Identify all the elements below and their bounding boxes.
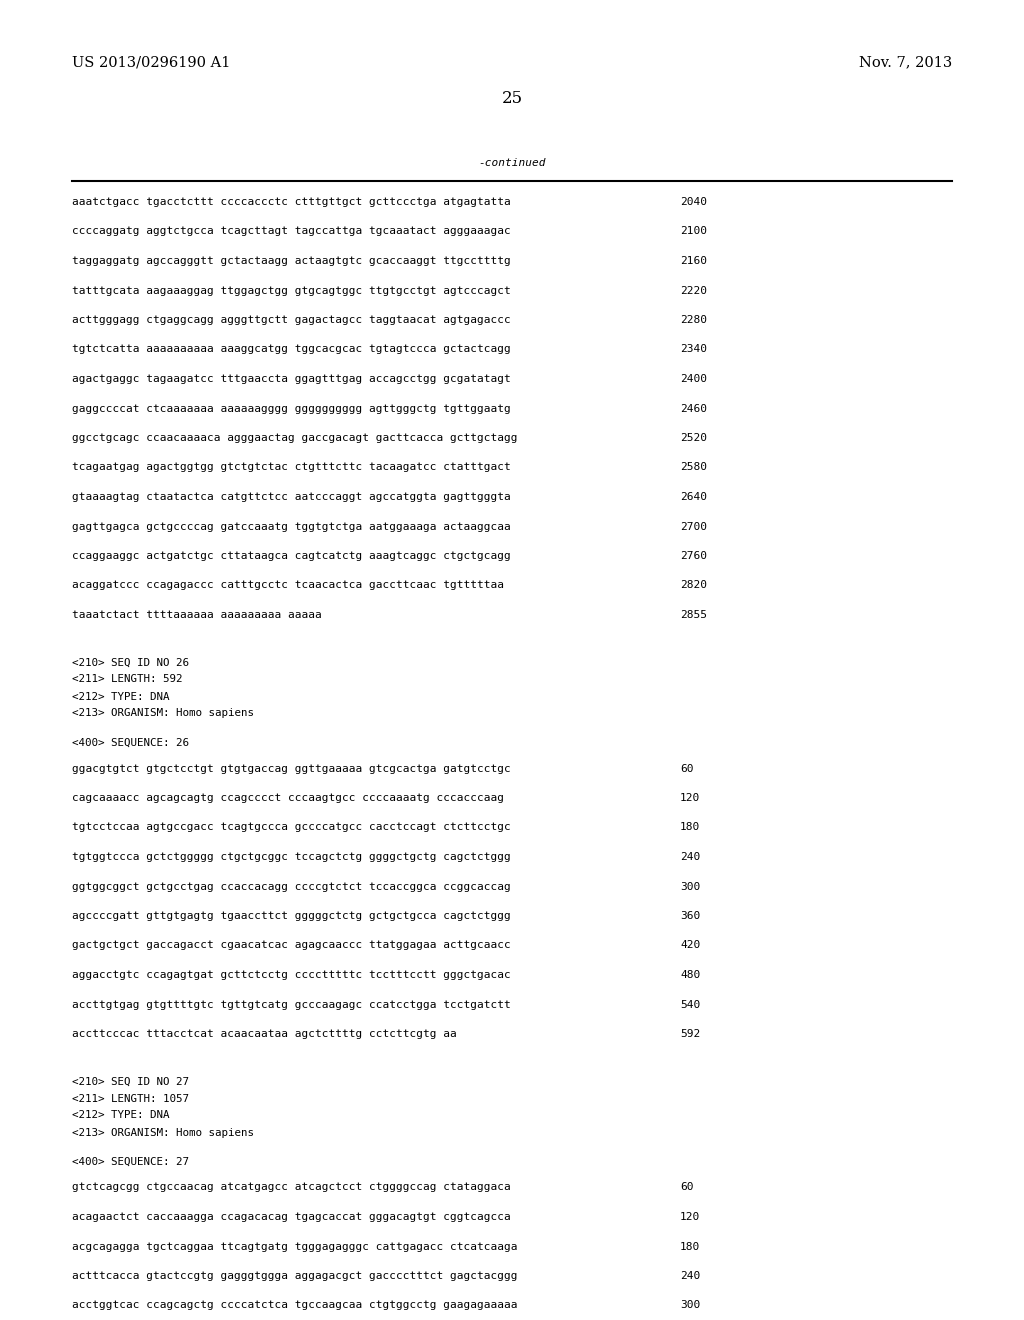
Text: taggaggatg agccagggtt gctactaagg actaagtgtc gcaccaaggt ttgccttttg: taggaggatg agccagggtt gctactaagg actaagt… xyxy=(72,256,511,267)
Text: ggtggcggct gctgcctgag ccaccacagg ccccgtctct tccaccggca ccggcaccag: ggtggcggct gctgcctgag ccaccacagg ccccgtc… xyxy=(72,882,511,891)
Text: gaggccccat ctcaaaaaaa aaaaaagggg gggggggggg agttgggctg tgttggaatg: gaggccccat ctcaaaaaaa aaaaaagggg ggggggg… xyxy=(72,404,511,413)
Text: 480: 480 xyxy=(680,970,700,979)
Text: acagaactct caccaaagga ccagacacag tgagcaccat gggacagtgt cggtcagcca: acagaactct caccaaagga ccagacacag tgagcac… xyxy=(72,1212,511,1222)
Text: <210> SEQ ID NO 26: <210> SEQ ID NO 26 xyxy=(72,657,189,668)
Text: 2460: 2460 xyxy=(680,404,707,413)
Text: 360: 360 xyxy=(680,911,700,921)
Text: 2220: 2220 xyxy=(680,285,707,296)
Text: taaatctact ttttaaaaaa aaaaaaaaa aaaaa: taaatctact ttttaaaaaa aaaaaaaaa aaaaa xyxy=(72,610,322,620)
Text: <211> LENGTH: 592: <211> LENGTH: 592 xyxy=(72,675,182,685)
Text: 420: 420 xyxy=(680,940,700,950)
Text: <212> TYPE: DNA: <212> TYPE: DNA xyxy=(72,692,170,701)
Text: <400> SEQUENCE: 27: <400> SEQUENCE: 27 xyxy=(72,1156,189,1167)
Text: ggcctgcagc ccaacaaaaca agggaactag gaccgacagt gacttcacca gcttgctagg: ggcctgcagc ccaacaaaaca agggaactag gaccga… xyxy=(72,433,517,444)
Text: 2640: 2640 xyxy=(680,492,707,502)
Text: 240: 240 xyxy=(680,1271,700,1280)
Text: 240: 240 xyxy=(680,851,700,862)
Text: agactgaggc tagaagatcc tttgaaccta ggagtttgag accagcctgg gcgatatagt: agactgaggc tagaagatcc tttgaaccta ggagttt… xyxy=(72,374,511,384)
Text: acttgggagg ctgaggcagg agggttgctt gagactagcc taggtaacat agtgagaccc: acttgggagg ctgaggcagg agggttgctt gagacta… xyxy=(72,315,511,325)
Text: agccccgatt gttgtgagtg tgaaccttct gggggctctg gctgctgcca cagctctggg: agccccgatt gttgtgagtg tgaaccttct gggggct… xyxy=(72,911,511,921)
Text: 60: 60 xyxy=(680,1183,693,1192)
Text: aaatctgacc tgacctcttt ccccaccctc ctttgttgct gcttccctga atgagtatta: aaatctgacc tgacctcttt ccccaccctc ctttgtt… xyxy=(72,197,511,207)
Text: 25: 25 xyxy=(502,90,522,107)
Text: 2820: 2820 xyxy=(680,581,707,590)
Text: 2100: 2100 xyxy=(680,227,707,236)
Text: gagttgagca gctgccccag gatccaaatg tggtgtctga aatggaaaga actaaggcaa: gagttgagca gctgccccag gatccaaatg tggtgtc… xyxy=(72,521,511,532)
Text: <213> ORGANISM: Homo sapiens: <213> ORGANISM: Homo sapiens xyxy=(72,709,254,718)
Text: 2700: 2700 xyxy=(680,521,707,532)
Text: Nov. 7, 2013: Nov. 7, 2013 xyxy=(859,55,952,69)
Text: acctggtcac ccagcagctg ccccatctca tgccaagcaa ctgtggcctg gaagagaaaaa: acctggtcac ccagcagctg ccccatctca tgccaag… xyxy=(72,1300,517,1311)
Text: <211> LENGTH: 1057: <211> LENGTH: 1057 xyxy=(72,1093,189,1104)
Text: gtctcagcgg ctgccaacag atcatgagcc atcagctcct ctggggccag ctataggaca: gtctcagcgg ctgccaacag atcatgagcc atcagct… xyxy=(72,1183,511,1192)
Text: aggacctgtc ccagagtgat gcttctcctg cccctttttc tcctttcctt gggctgacac: aggacctgtc ccagagtgat gcttctcctg ccccttt… xyxy=(72,970,511,979)
Text: ggacgtgtct gtgctcctgt gtgtgaccag ggttgaaaaa gtcgcactga gatgtcctgc: ggacgtgtct gtgctcctgt gtgtgaccag ggttgaa… xyxy=(72,763,511,774)
Text: tatttgcata aagaaaggag ttggagctgg gtgcagtggc ttgtgcctgt agtcccagct: tatttgcata aagaaaggag ttggagctgg gtgcagt… xyxy=(72,285,511,296)
Text: 2340: 2340 xyxy=(680,345,707,355)
Text: <212> TYPE: DNA: <212> TYPE: DNA xyxy=(72,1110,170,1121)
Text: 2760: 2760 xyxy=(680,550,707,561)
Text: 2040: 2040 xyxy=(680,197,707,207)
Text: tgtcctccaa agtgccgacc tcagtgccca gccccatgcc cacctccagt ctcttcctgc: tgtcctccaa agtgccgacc tcagtgccca gccccat… xyxy=(72,822,511,833)
Text: 2520: 2520 xyxy=(680,433,707,444)
Text: acgcagagga tgctcaggaa ttcagtgatg tgggagagggc cattgagacc ctcatcaaga: acgcagagga tgctcaggaa ttcagtgatg tgggaga… xyxy=(72,1242,517,1251)
Text: tgtctcatta aaaaaaaaaa aaaggcatgg tggcacgcac tgtagtccca gctactcagg: tgtctcatta aaaaaaaaaa aaaggcatgg tggcacg… xyxy=(72,345,511,355)
Text: 120: 120 xyxy=(680,793,700,803)
Text: 2855: 2855 xyxy=(680,610,707,620)
Text: actttcacca gtactccgtg gagggtggga aggagacgct gacccctttct gagctacggg: actttcacca gtactccgtg gagggtggga aggagac… xyxy=(72,1271,517,1280)
Text: 2160: 2160 xyxy=(680,256,707,267)
Text: 592: 592 xyxy=(680,1030,700,1039)
Text: acaggatccc ccagagaccc catttgcctc tcaacactca gaccttcaac tgtttttaa: acaggatccc ccagagaccc catttgcctc tcaacac… xyxy=(72,581,504,590)
Text: 180: 180 xyxy=(680,822,700,833)
Text: 2580: 2580 xyxy=(680,462,707,473)
Text: gactgctgct gaccagacct cgaacatcac agagcaaccc ttatggagaa acttgcaacc: gactgctgct gaccagacct cgaacatcac agagcaa… xyxy=(72,940,511,950)
Text: 180: 180 xyxy=(680,1242,700,1251)
Text: 2280: 2280 xyxy=(680,315,707,325)
Text: 2400: 2400 xyxy=(680,374,707,384)
Text: <210> SEQ ID NO 27: <210> SEQ ID NO 27 xyxy=(72,1077,189,1086)
Text: <213> ORGANISM: Homo sapiens: <213> ORGANISM: Homo sapiens xyxy=(72,1127,254,1138)
Text: accttcccac tttacctcat acaacaataa agctcttttg cctcttcgtg aa: accttcccac tttacctcat acaacaataa agctctt… xyxy=(72,1030,457,1039)
Text: accttgtgag gtgttttgtc tgttgtcatg gcccaagagc ccatcctgga tcctgatctt: accttgtgag gtgttttgtc tgttgtcatg gcccaag… xyxy=(72,999,511,1010)
Text: cagcaaaacc agcagcagtg ccagcccct cccaagtgcc ccccaaaatg cccacccaag: cagcaaaacc agcagcagtg ccagcccct cccaagtg… xyxy=(72,793,504,803)
Text: 300: 300 xyxy=(680,1300,700,1311)
Text: gtaaaagtag ctaatactca catgttctcc aatcccaggt agccatggta gagttgggta: gtaaaagtag ctaatactca catgttctcc aatccca… xyxy=(72,492,511,502)
Text: -continued: -continued xyxy=(478,158,546,168)
Text: tcagaatgag agactggtgg gtctgtctac ctgtttcttc tacaagatcc ctatttgact: tcagaatgag agactggtgg gtctgtctac ctgtttc… xyxy=(72,462,511,473)
Text: ccaggaaggc actgatctgc cttataagca cagtcatctg aaagtcaggc ctgctgcagg: ccaggaaggc actgatctgc cttataagca cagtcat… xyxy=(72,550,511,561)
Text: tgtggtccca gctctggggg ctgctgcggc tccagctctg ggggctgctg cagctctggg: tgtggtccca gctctggggg ctgctgcggc tccagct… xyxy=(72,851,511,862)
Text: ccccaggatg aggtctgcca tcagcttagt tagccattga tgcaaatact agggaaagac: ccccaggatg aggtctgcca tcagcttagt tagccat… xyxy=(72,227,511,236)
Text: 60: 60 xyxy=(680,763,693,774)
Text: 540: 540 xyxy=(680,999,700,1010)
Text: 120: 120 xyxy=(680,1212,700,1222)
Text: US 2013/0296190 A1: US 2013/0296190 A1 xyxy=(72,55,230,69)
Text: 300: 300 xyxy=(680,882,700,891)
Text: <400> SEQUENCE: 26: <400> SEQUENCE: 26 xyxy=(72,738,189,747)
